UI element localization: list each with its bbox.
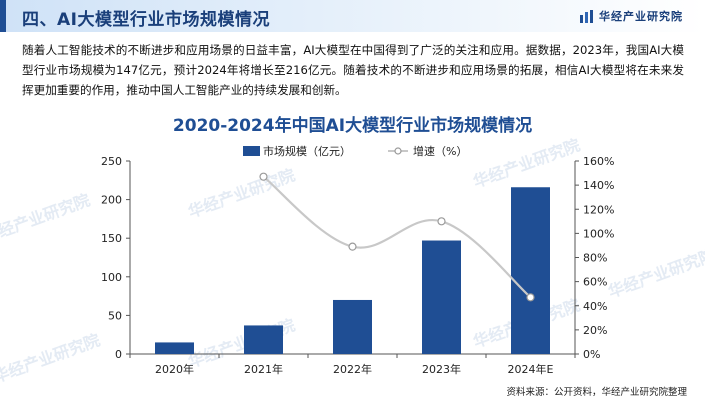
bar xyxy=(422,240,461,354)
y-right-tick-label: 60% xyxy=(583,276,607,289)
x-tick-label: 2021年 xyxy=(244,362,283,376)
x-tick-label: 2023年 xyxy=(422,362,461,376)
growth-point xyxy=(259,172,268,181)
growth-point xyxy=(437,217,446,226)
bar xyxy=(155,342,194,354)
y-right-tick-label: 100% xyxy=(583,227,614,240)
y-left-tick-label: 150 xyxy=(101,232,122,245)
x-tick-label: 2020年 xyxy=(155,362,194,376)
growth-point xyxy=(348,242,357,251)
source-note: 资料来源：公开资料，华经产业研究院整理 xyxy=(506,387,687,398)
y-right-tick-label: 160% xyxy=(583,155,614,168)
legend-marker-line xyxy=(394,147,402,155)
bar xyxy=(244,325,283,354)
description-paragraph: 随着人工智能技术的不断进步和应用场景的日益丰富，AI大模型在中国得到了广泛的关注… xyxy=(22,43,684,97)
y-left-tick-label: 200 xyxy=(101,194,122,207)
header-accent-bar xyxy=(0,0,6,32)
y-right-tick-label: 80% xyxy=(583,252,607,265)
legend-label-line: 增速（%） xyxy=(413,144,467,158)
x-tick-label: 2022年 xyxy=(333,362,372,376)
y-right-tick-label: 20% xyxy=(583,324,607,337)
y-right-tick-label: 0% xyxy=(583,348,600,361)
y-right-tick-label: 140% xyxy=(583,179,614,192)
bar-logo-icon xyxy=(580,9,593,23)
x-tick-label: 2024年E xyxy=(508,362,554,376)
bar xyxy=(511,187,550,354)
brand-name: 华经产业研究院 xyxy=(599,10,683,23)
growth-point xyxy=(526,293,535,302)
y-left-tick-label: 250 xyxy=(101,155,122,168)
legend-swatch-bar xyxy=(243,146,260,156)
chart-title: 2020-2024年中国AI大模型行业市场规模情况 xyxy=(172,116,533,136)
y-right-tick-label: 40% xyxy=(583,300,607,313)
bar xyxy=(333,299,372,354)
y-right-tick-label: 120% xyxy=(583,203,614,216)
y-left-tick-label: 100 xyxy=(101,271,122,284)
growth-line xyxy=(262,175,532,299)
legend-label-bar: 市场规模（亿元） xyxy=(263,144,351,158)
section-header: 四、AI大模型行业市场规模情况 华经产业研究院 xyxy=(0,0,705,32)
y-left-tick-label: 50 xyxy=(108,309,122,322)
section-title: 四、AI大模型行业市场规模情况 xyxy=(22,10,270,30)
y-left-tick-label: 0 xyxy=(115,348,122,361)
brand: 华经产业研究院 xyxy=(580,8,683,24)
